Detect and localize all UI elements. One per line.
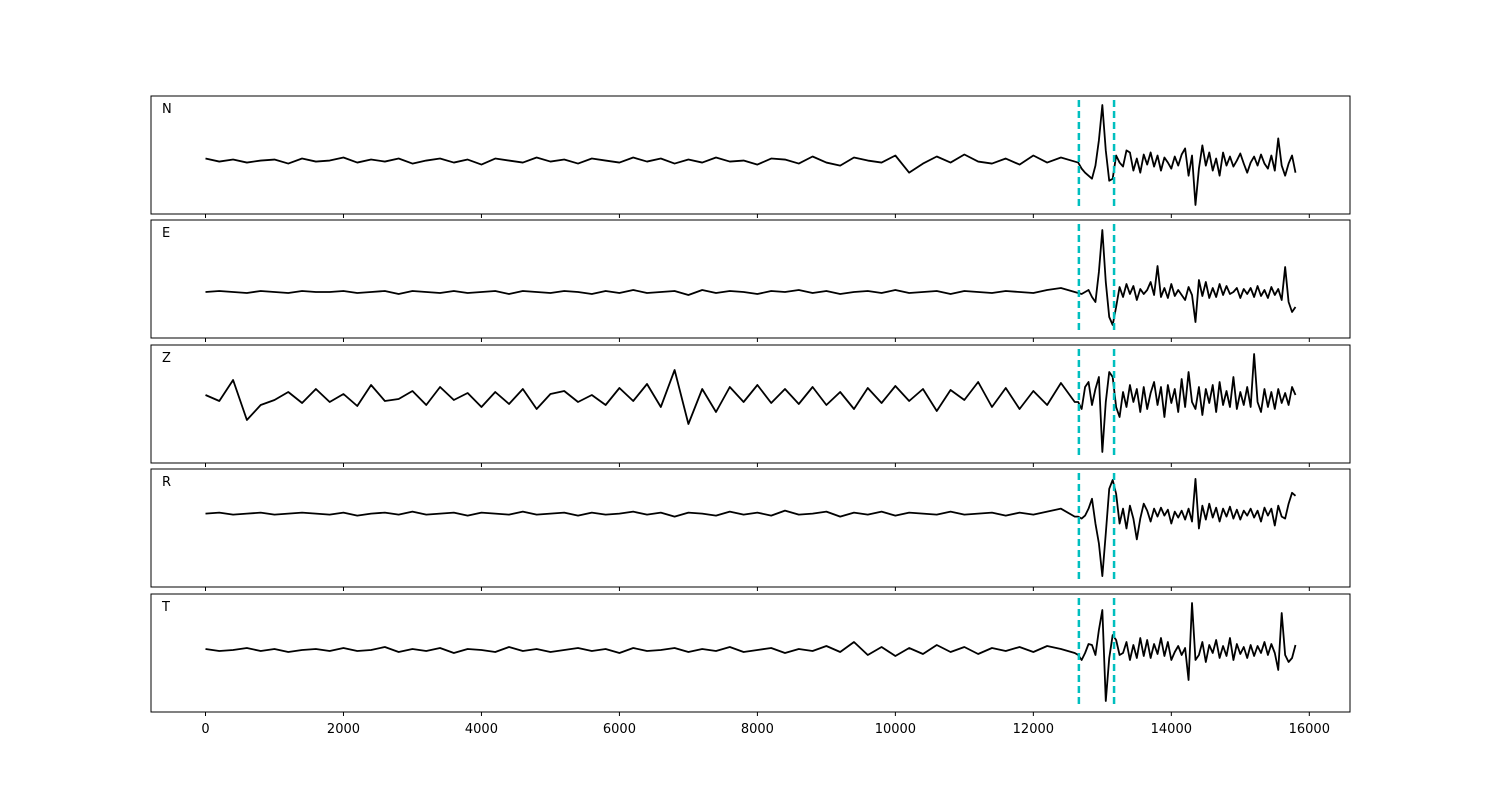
panel (150, 219, 1351, 339)
trace (205, 229, 1297, 326)
panel-label: R (162, 475, 171, 490)
panel-label: Z (162, 351, 171, 366)
panel-frame (150, 219, 1351, 339)
panel-frame (150, 344, 1351, 464)
x-tick-label: 12000 (1013, 722, 1054, 737)
panel (150, 468, 1351, 588)
panel-label: T (161, 600, 170, 615)
x-tick-label: 2000 (327, 722, 360, 737)
x-tick-label: 14000 (1151, 722, 1192, 737)
trace (205, 353, 1297, 453)
x-tick-label: 6000 (603, 722, 636, 737)
trace (205, 104, 1297, 206)
panel (150, 95, 1351, 215)
x-tick-label: 4000 (465, 722, 498, 737)
x-tick-label: 0 (201, 722, 209, 737)
panel-frame (150, 468, 1351, 588)
panel-label: E (162, 226, 170, 241)
x-tick-label: 16000 (1289, 722, 1330, 737)
panel (150, 344, 1351, 464)
x-tick-label: 8000 (741, 722, 774, 737)
x-tick-label: 10000 (875, 722, 916, 737)
trace (205, 602, 1297, 702)
panel-frame (150, 95, 1351, 215)
trace (205, 478, 1297, 577)
panel-label: N (162, 102, 172, 117)
